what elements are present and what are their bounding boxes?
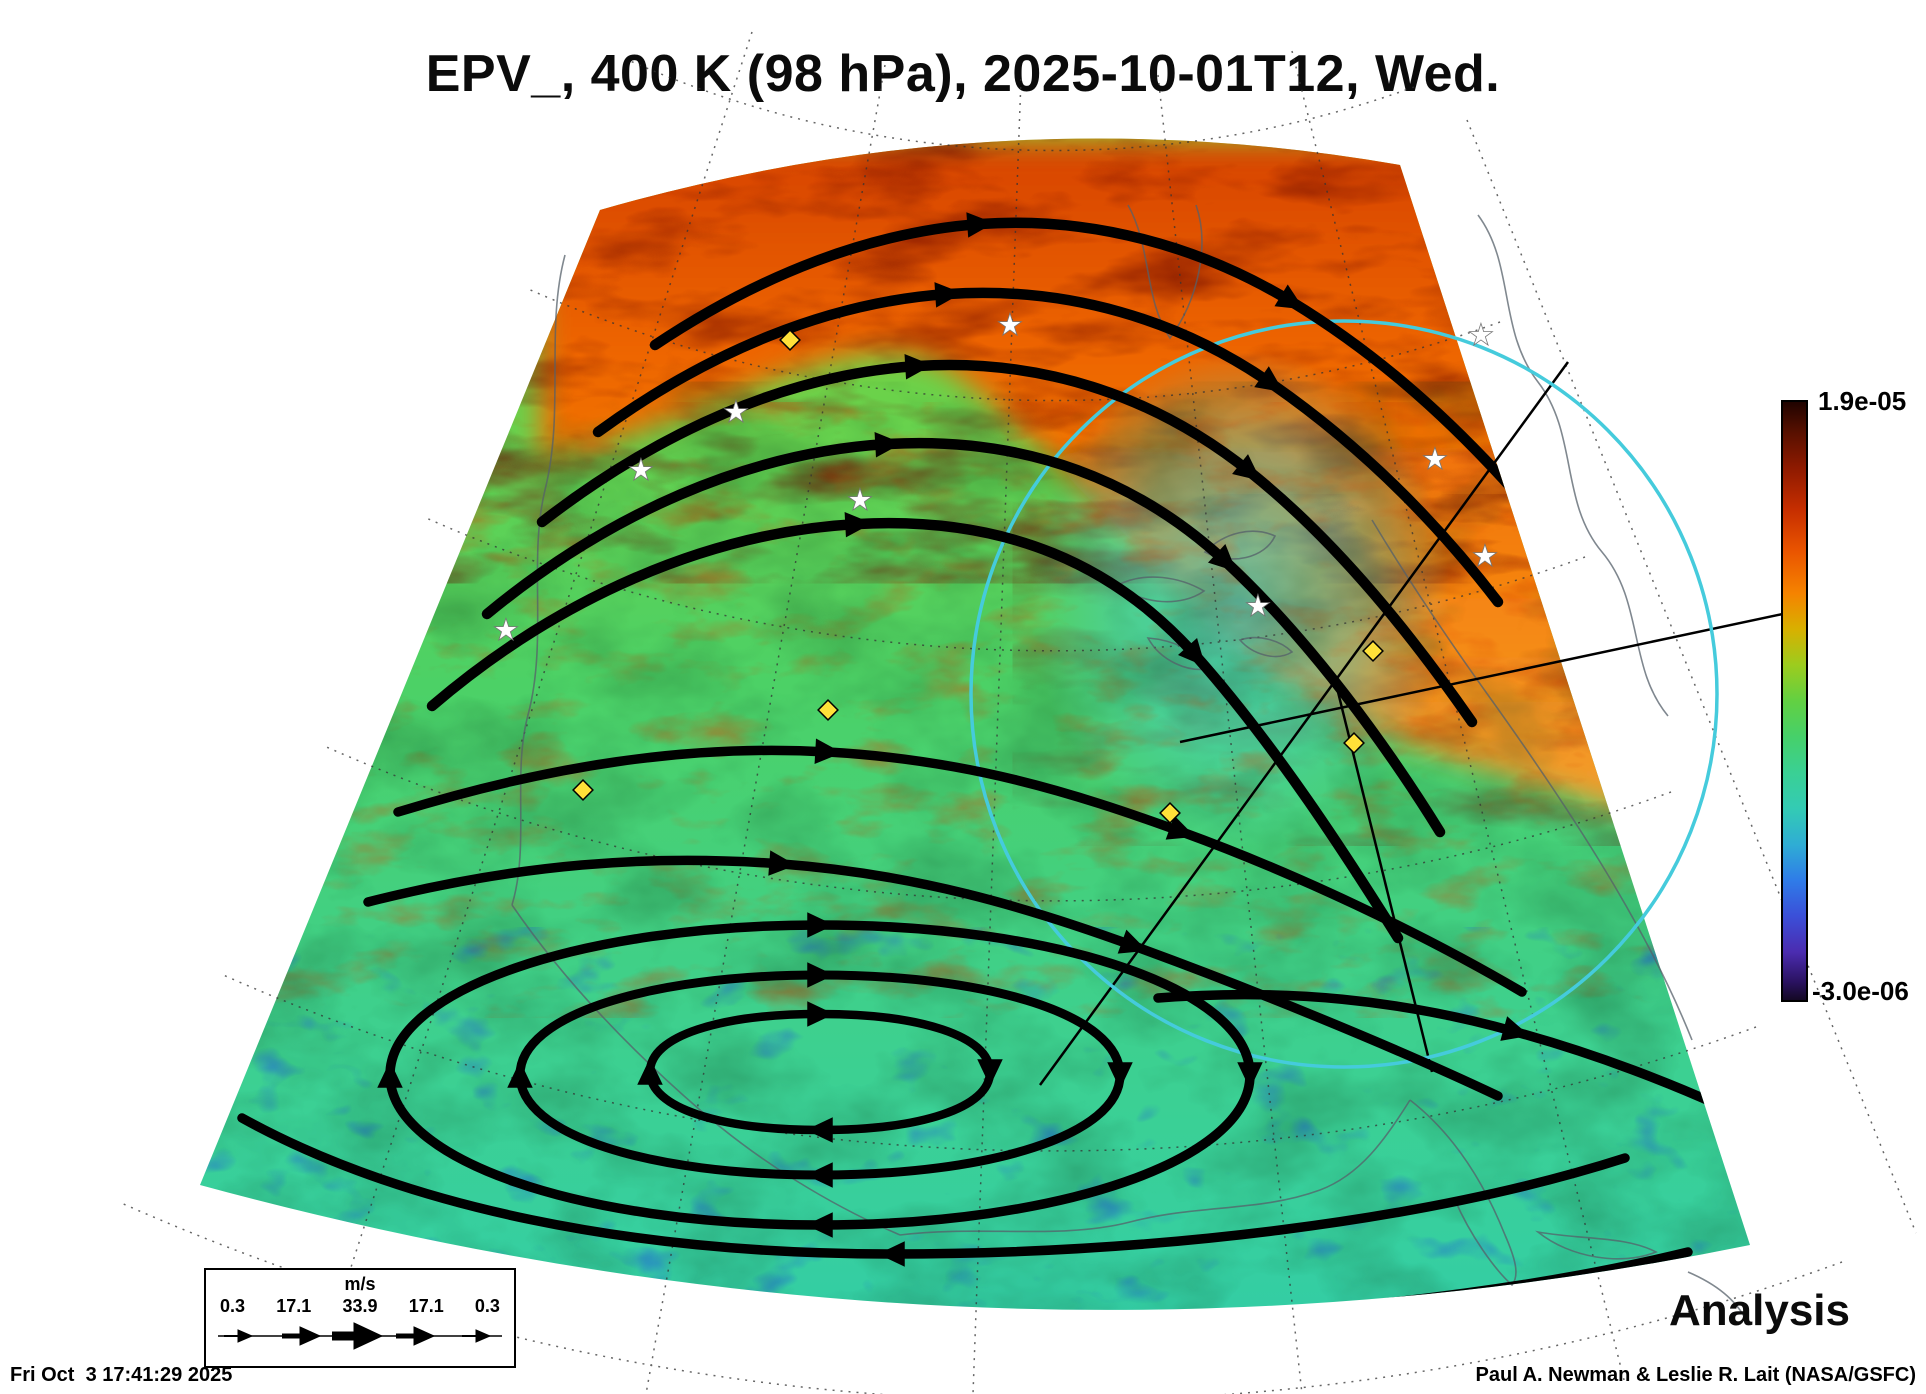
coastline — [1371, 519, 1693, 1041]
graticule-line — [1466, 119, 1917, 1234]
page-title: EPV_, 400 K (98 hPa), 2025-10-01T12, Wed… — [425, 45, 1501, 103]
graticule — [118, 31, 1917, 1394]
station-diamond-marker — [817, 699, 839, 721]
graticule-line — [1157, 74, 1303, 1394]
city-star-marker: ★ — [1422, 442, 1449, 477]
island-coast — [1535, 1230, 1658, 1260]
markers: ★ ★ ★ ★ ★ ★ ★ ★ ★ — [492, 308, 1499, 824]
streamline-gyre — [385, 925, 1250, 1225]
graticule-line — [627, 59, 1415, 152]
city-star-marker: ★ — [493, 613, 520, 648]
city-star-marker: ★ — [847, 483, 874, 518]
streamline — [426, 511, 1404, 944]
graticule-line — [423, 516, 1586, 652]
streamline — [649, 212, 1521, 498]
station-diamond-marker — [1343, 732, 1365, 754]
wind-legend-value: 0.3 — [220, 1296, 246, 1316]
wind-legend-value: 17.1 — [276, 1296, 312, 1316]
wind-legend-value: 0.3 — [474, 1296, 500, 1316]
station-diamond-marker — [1159, 802, 1181, 824]
wind-legend-value: 33.9 — [342, 1296, 378, 1316]
colorbar-min-label: -3.0e-06 — [1812, 976, 1909, 1006]
station-diamond-marker — [572, 779, 594, 801]
wind-arrowhead-medium — [413, 1326, 436, 1346]
great-lake — [1238, 636, 1294, 658]
streamline — [592, 282, 1504, 608]
city-star-marker: ★ — [628, 453, 655, 488]
wind-arrowhead-medium — [299, 1326, 322, 1346]
island-coast — [1687, 1271, 1747, 1321]
wind-legend-value: 17.1 — [408, 1296, 444, 1316]
wind-arrowhead-small — [237, 1329, 254, 1343]
graticule-line — [645, 64, 886, 1394]
station-diamond-marker — [1362, 640, 1384, 662]
analysis-label: Analysis — [1669, 1286, 1850, 1335]
colorbar-max-label: 1.9e-05 — [1818, 386, 1907, 416]
atlantic-coast — [1477, 214, 1669, 717]
city-star-marker: ★ — [997, 308, 1024, 343]
attribution: Paul A. Newman & Leslie R. Lait (NASA/GS… — [1475, 1364, 1916, 1386]
streamline — [1153, 989, 1743, 1119]
graticule-line — [220, 973, 1757, 1152]
streamline — [363, 850, 1503, 1101]
wind-arrowhead-small — [475, 1329, 492, 1343]
city-star-marker: ★ — [1245, 589, 1272, 624]
streamline-gyre — [515, 975, 1120, 1175]
streamline — [237, 1113, 1630, 1267]
timestamp: Fri Oct 3 17:41:29 2025 — [10, 1364, 233, 1386]
coastline — [1409, 1099, 1517, 1287]
station-diamond-marker — [779, 329, 801, 351]
wind-legend-unit: m/s — [344, 1274, 376, 1294]
colorbar — [1781, 400, 1808, 1002]
cross-section-line — [1179, 610, 1793, 744]
city-star-marker: ★ — [1472, 539, 1499, 574]
wind-legend-values: 0.3 17.1 33.9 17.1 0.3 — [206, 1296, 514, 1317]
city-star-marker: ★ — [723, 395, 750, 430]
streamline-gyre — [645, 1014, 990, 1130]
streamline — [481, 431, 1446, 838]
city-star-marker: ★ — [1468, 318, 1495, 353]
wind-arrow-scale — [218, 1322, 502, 1350]
streamline — [536, 354, 1478, 728]
wind-speed-legend: m/s 0.3 17.1 33.9 17.1 0.3 — [204, 1268, 516, 1368]
wind-arrowhead-large — [353, 1322, 384, 1350]
coastline — [511, 254, 566, 906]
range-circle — [969, 319, 1719, 1069]
streamline — [393, 738, 1527, 997]
